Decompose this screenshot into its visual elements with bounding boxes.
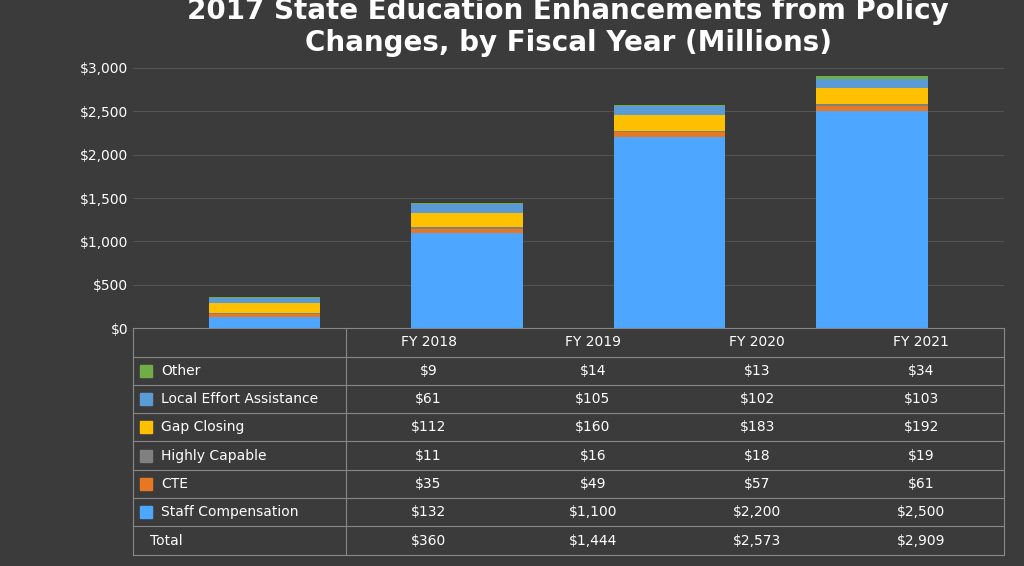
Text: $2,200: $2,200 — [733, 505, 781, 519]
Bar — [816, 88, 928, 104]
Bar — [816, 76, 928, 79]
Bar — [816, 106, 928, 112]
Title: 2017 State Education Enhancements from Policy
Changes, by Fiscal Year (Millions): 2017 State Education Enhancements from P… — [187, 0, 949, 57]
Text: FY 2020: FY 2020 — [729, 336, 785, 349]
Text: FY 2021: FY 2021 — [893, 336, 949, 349]
Bar — [412, 213, 523, 227]
Bar — [139, 421, 153, 434]
Bar — [816, 79, 928, 88]
Bar — [613, 132, 725, 138]
Bar — [139, 506, 153, 518]
Text: $18: $18 — [743, 449, 770, 462]
Text: $14: $14 — [580, 364, 606, 378]
Bar — [613, 106, 725, 115]
Text: FY 2018: FY 2018 — [400, 336, 457, 349]
Bar — [209, 314, 321, 317]
Bar — [412, 204, 523, 213]
Text: FY 2019: FY 2019 — [565, 336, 621, 349]
Bar — [816, 112, 928, 328]
Bar — [139, 365, 153, 377]
Text: $183: $183 — [739, 421, 775, 434]
Text: $34: $34 — [908, 364, 935, 378]
Bar — [139, 393, 153, 405]
Bar — [412, 233, 523, 328]
Bar — [209, 298, 321, 303]
Text: $16: $16 — [580, 449, 606, 462]
Text: $2,573: $2,573 — [733, 534, 781, 547]
Text: $2,909: $2,909 — [897, 534, 945, 547]
Text: Highly Capable: Highly Capable — [161, 449, 266, 462]
Text: $192: $192 — [904, 421, 939, 434]
Bar — [613, 138, 725, 328]
Bar — [209, 313, 321, 314]
Text: $160: $160 — [575, 421, 610, 434]
Text: $2,500: $2,500 — [897, 505, 945, 519]
Text: $11: $11 — [415, 449, 441, 462]
Text: $105: $105 — [575, 392, 610, 406]
Text: $13: $13 — [743, 364, 770, 378]
Bar — [139, 449, 153, 462]
Text: $61: $61 — [908, 477, 935, 491]
Text: $61: $61 — [415, 392, 441, 406]
Text: $9: $9 — [420, 364, 437, 378]
Text: Total: Total — [151, 534, 183, 547]
Bar — [613, 105, 725, 106]
Text: $35: $35 — [416, 477, 441, 491]
Bar — [209, 317, 321, 328]
Text: $103: $103 — [904, 392, 939, 406]
Text: $360: $360 — [411, 534, 446, 547]
Bar — [613, 131, 725, 132]
Text: $1,100: $1,100 — [568, 505, 617, 519]
Text: $57: $57 — [743, 477, 770, 491]
Text: $19: $19 — [908, 449, 935, 462]
Bar — [412, 229, 523, 233]
Bar — [613, 115, 725, 131]
Text: Local Effort Assistance: Local Effort Assistance — [161, 392, 318, 406]
Bar — [412, 203, 523, 204]
Text: $1,444: $1,444 — [568, 534, 617, 547]
Text: $112: $112 — [411, 421, 446, 434]
Bar — [412, 227, 523, 229]
Text: CTE: CTE — [161, 477, 187, 491]
Bar — [209, 303, 321, 313]
Text: Other: Other — [161, 364, 201, 378]
Text: $132: $132 — [411, 505, 446, 519]
Text: Staff Compensation: Staff Compensation — [161, 505, 298, 519]
Text: $49: $49 — [580, 477, 606, 491]
Bar — [209, 297, 321, 298]
Text: Gap Closing: Gap Closing — [161, 421, 244, 434]
Bar — [139, 478, 153, 490]
Bar — [816, 104, 928, 106]
Text: $102: $102 — [739, 392, 775, 406]
